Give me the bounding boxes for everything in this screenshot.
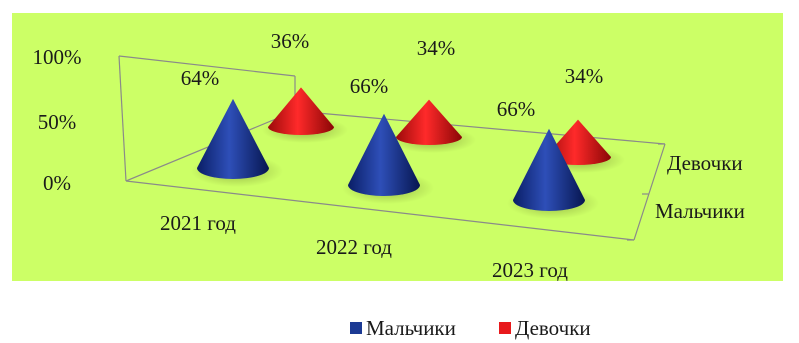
cone-boys xyxy=(348,113,420,196)
legend-swatch-girls xyxy=(499,322,511,334)
x-tick-label: 2021 год xyxy=(160,211,236,235)
cone-girls xyxy=(396,99,462,145)
y-tick-label: 0% xyxy=(43,171,71,195)
legend: Мальчики Девочки xyxy=(350,316,591,340)
data-label: 64% xyxy=(181,66,220,90)
x-tick-label: 2022 год xyxy=(316,235,392,259)
cone-boys xyxy=(513,128,585,211)
legend-label: Девочки xyxy=(515,316,591,340)
cone-girls xyxy=(268,87,334,135)
x-tick-label: 2023 год xyxy=(492,258,568,282)
data-label: 36% xyxy=(271,29,310,53)
y-tick-label: 50% xyxy=(38,110,77,134)
cone-boys xyxy=(197,98,269,179)
data-label: 66% xyxy=(497,97,536,121)
data-label: 34% xyxy=(565,64,604,88)
cone-marks xyxy=(191,87,625,219)
legend-swatch-boys xyxy=(350,322,362,334)
series-axis-label: Мальчики xyxy=(655,199,745,223)
y-tick-label: 100% xyxy=(33,45,82,69)
legend-label: Мальчики xyxy=(366,316,456,340)
data-label: 34% xyxy=(417,36,456,60)
data-label: 66% xyxy=(350,74,389,98)
series-axis-label: Девочки xyxy=(667,151,743,175)
